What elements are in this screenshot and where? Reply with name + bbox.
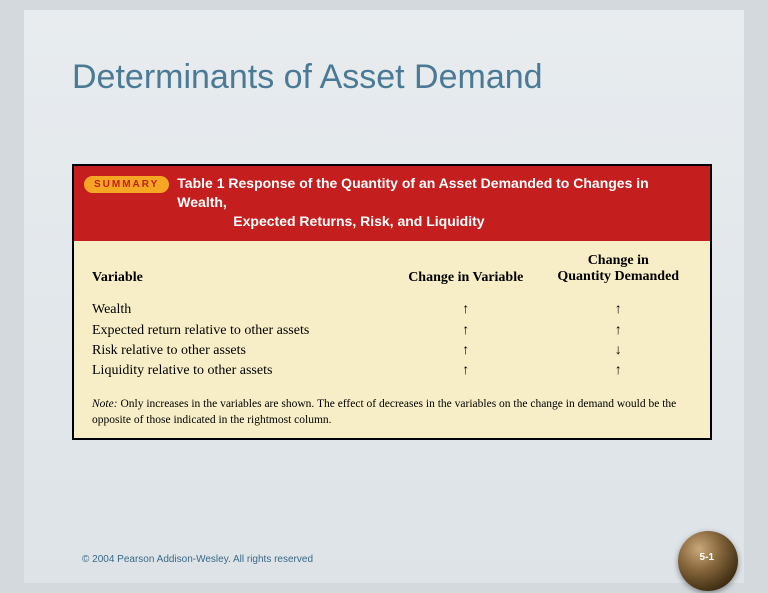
summary-pill: SUMMARY [84, 176, 169, 193]
note-label: Note: [92, 398, 118, 410]
cell-change-variable: ↑ [387, 300, 544, 320]
copyright-text: © 2004 Pearson Addison-Wesley. All right… [82, 554, 313, 565]
page-title: Determinants of Asset Demand [24, 10, 744, 97]
cell-variable: Liquidity relative to other assets [92, 361, 387, 381]
table-title-line1: Response of the Quantity of an Asset Dem… [177, 175, 648, 210]
table-row: Liquidity relative to other assets ↑ ↑ [92, 361, 692, 381]
cell-change-qty: ↓ [544, 341, 692, 361]
cell-variable: Expected return relative to other assets [92, 321, 387, 341]
cell-change-qty: ↑ [544, 300, 692, 320]
table-header-bar: SUMMARY Table 1 Response of the Quantity… [74, 166, 710, 241]
cell-change-variable: ↑ [387, 361, 544, 381]
slide-container: Determinants of Asset Demand SUMMARY Tab… [24, 10, 744, 583]
table-row: Expected return relative to other assets… [92, 321, 692, 341]
table-title: Table 1 Response of the Quantity of an A… [177, 174, 700, 231]
col-header-c3-line1: Change in [588, 253, 649, 268]
table-note: Note: Only increases in the variables ar… [92, 397, 692, 428]
col-header-variable: Variable [92, 270, 387, 286]
table-body: Variable Change in Variable Change in Qu… [74, 241, 710, 439]
column-headers: Variable Change in Variable Change in Qu… [92, 253, 692, 287]
cell-variable: Wealth [92, 300, 387, 320]
col-header-c3-line2: Quantity Demanded [557, 269, 679, 284]
table-row: Wealth ↑ ↑ [92, 300, 692, 320]
cell-change-qty: ↑ [544, 361, 692, 381]
note-text: Only increases in the variables are show… [92, 398, 676, 426]
table-number: Table 1 [177, 175, 224, 191]
col-header-change-qty: Change in Quantity Demanded [544, 253, 692, 287]
cell-variable: Risk relative to other assets [92, 341, 387, 361]
summary-table: SUMMARY Table 1 Response of the Quantity… [72, 164, 712, 440]
cell-change-variable: ↑ [387, 341, 544, 361]
page-number: 5-1 [700, 552, 714, 563]
col-header-change-variable: Change in Variable [387, 270, 544, 286]
table-title-line2: Expected Returns, Risk, and Liquidity [177, 212, 484, 231]
cell-change-qty: ↑ [544, 321, 692, 341]
table-row: Risk relative to other assets ↑ ↓ [92, 341, 692, 361]
cell-change-variable: ↑ [387, 321, 544, 341]
